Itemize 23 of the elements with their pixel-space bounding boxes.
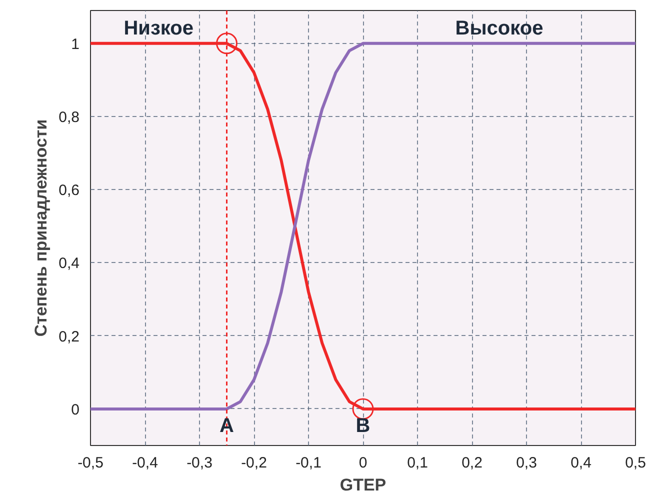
x-tick-label: -0,4 [132, 454, 158, 472]
annotation: B [356, 414, 370, 437]
x-tick-label: 0,5 [625, 454, 646, 472]
series-label: Низкое [124, 17, 194, 40]
x-tick-label: 0,4 [570, 454, 592, 472]
y-tick-label: 1 [71, 36, 80, 53]
annotation: A [220, 414, 234, 437]
x-tick-label: 0,3 [516, 454, 537, 472]
y-tick-label: 0,8 [58, 109, 80, 126]
x-tick-label: -0,3 [186, 454, 212, 472]
x-tick-label: -0,5 [78, 454, 104, 472]
x-tick-label: 0,2 [462, 454, 482, 472]
y-tick-label: 0,2 [58, 328, 80, 346]
y-tick-label: 0 [71, 401, 80, 418]
series-label: Высокое [455, 17, 544, 40]
y-tick-label: 0,4 [58, 255, 80, 272]
x-tick-label: -0,1 [296, 454, 322, 472]
x-tick-label: 0,1 [407, 454, 428, 472]
y-axis-title: Степень принадлежности [32, 119, 51, 337]
y-tick-label: 0,6 [58, 182, 80, 200]
x-axis-title: GTEP [340, 476, 386, 494]
x-tick-label: 0 [358, 454, 368, 472]
x-tick-label: -0,2 [241, 454, 267, 472]
